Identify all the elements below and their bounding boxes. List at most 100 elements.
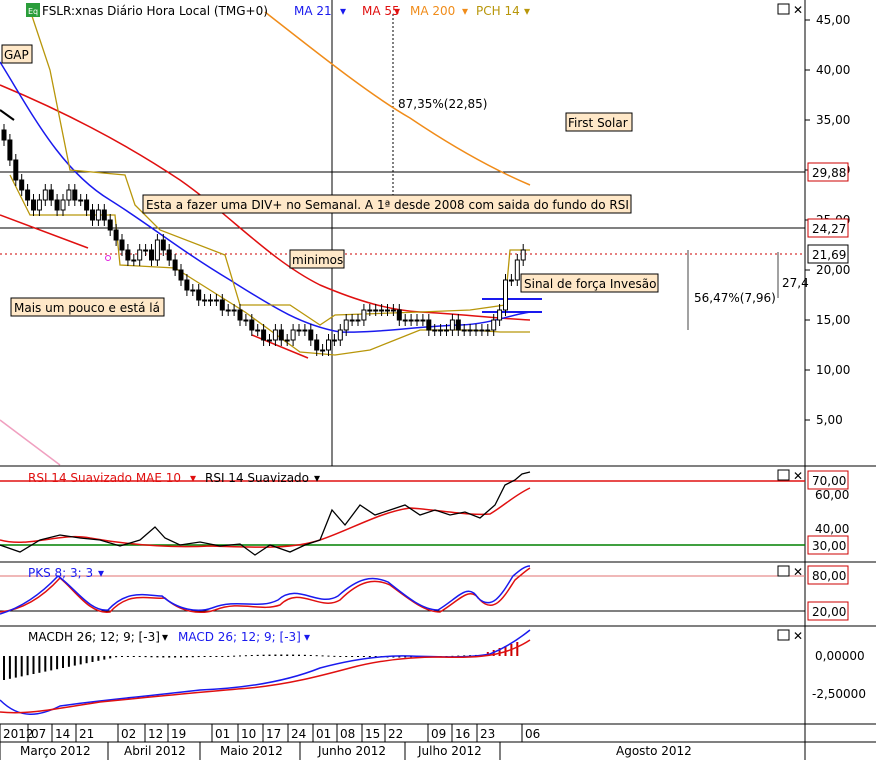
macd-bar: [339, 656, 342, 657]
candle: [190, 289, 196, 292]
macd-bar: [150, 656, 153, 658]
pch-dropdown-icon[interactable]: ▾: [524, 4, 530, 18]
x-month-label: Março 2012: [20, 744, 91, 758]
macd-bar: [321, 655, 324, 657]
macd-maximize-button[interactable]: [777, 629, 790, 641]
price-tag-box-2: [807, 218, 849, 238]
candle: [432, 329, 438, 332]
macd-bar: [286, 654, 289, 656]
macd-bar: [209, 656, 212, 657]
y-tick-label: 15,00: [816, 313, 850, 327]
eq-icon-label: Eq: [28, 7, 38, 16]
ma21-dropdown-icon[interactable]: ▾: [340, 4, 346, 18]
candle: [402, 319, 408, 322]
price-tag-box-3: [807, 244, 849, 264]
candle: [184, 279, 190, 291]
candle: [331, 339, 337, 342]
x-tick-label: 22: [388, 727, 403, 741]
macdh-dropdown-icon[interactable]: ▾: [162, 630, 168, 644]
macd-bar: [256, 654, 259, 656]
macd-title[interactable]: MACD 26; 12; 9; [-3]: [178, 630, 301, 644]
rsi-close-icon[interactable]: ✕: [793, 469, 803, 483]
macd-bar: [32, 656, 35, 674]
pks-maximize-button[interactable]: [777, 565, 790, 577]
maximize-button[interactable]: [777, 3, 790, 15]
macd-bar: [126, 656, 129, 657]
candle: [166, 249, 172, 261]
ma-pink-line: [0, 419, 61, 466]
candle: [278, 329, 284, 341]
candle: [503, 279, 508, 311]
candle: [208, 299, 213, 302]
macd-signal-line: [0, 639, 531, 714]
candle: [420, 319, 426, 322]
pks-close-icon[interactable]: ✕: [793, 565, 803, 579]
macd-bar: [174, 656, 177, 658]
ma55-legend[interactable]: MA 55: [362, 4, 400, 18]
macd-bar: [180, 656, 182, 658]
x-tick-label: 08: [340, 727, 355, 741]
candle: [7, 139, 13, 161]
rsi-mae-title[interactable]: RSI 14 Suavizado MAE 10: [28, 471, 181, 485]
candle: [54, 199, 60, 211]
ma200-legend[interactable]: MA 200: [410, 4, 455, 18]
candle: [160, 239, 166, 251]
macdh-title[interactable]: MACDH 26; 12; 9; [-3]: [28, 630, 160, 644]
candle: [31, 199, 36, 211]
macd-bar: [268, 654, 271, 656]
y-tick-label: 20,00: [816, 263, 850, 277]
ma200-dropdown-icon[interactable]: ▾: [462, 4, 468, 18]
rsi-maximize-button[interactable]: [777, 469, 790, 481]
rsi-tick-60: 60,00: [815, 488, 849, 502]
candle: [90, 209, 95, 221]
candle: [461, 329, 467, 332]
candle: [337, 329, 343, 341]
macd-line: [0, 629, 531, 715]
price-tag-box-1: [807, 162, 849, 182]
rsi-tag-lo-box: [807, 535, 849, 555]
rsi-tag-hi-box: [807, 470, 849, 490]
macd-bar: [303, 654, 306, 656]
macd-close-icon[interactable]: ✕: [793, 629, 803, 643]
candle: [19, 179, 25, 191]
macd-bar: [44, 656, 47, 672]
pct-drop-label: 87,35%(22,85): [398, 97, 487, 111]
sinal-box: [520, 273, 659, 293]
ma21-legend[interactable]: MA 21: [294, 4, 332, 18]
x-tick-label: 21: [79, 727, 94, 741]
ma55-dropdown-icon[interactable]: ▾: [394, 4, 400, 18]
macd-bar: [26, 656, 29, 676]
div-note-label: Esta a fazer uma DIV+ no Semanal. A 1ª d…: [146, 198, 629, 212]
macd-bar: [8, 656, 11, 679]
candle: [243, 319, 249, 322]
x-tick-label: 14: [55, 727, 70, 741]
rsi-title[interactable]: RSI 14 Suavizado: [205, 471, 309, 485]
rsi-mae-dropdown-icon[interactable]: ▾: [190, 471, 196, 485]
candle: [154, 239, 160, 261]
mais-um-box: [10, 297, 165, 317]
price-tag-2: 24,27: [812, 222, 846, 236]
eq-icon: [26, 3, 40, 17]
rsi-dropdown-icon[interactable]: ▾: [314, 471, 320, 485]
rsi-tick-40: 40,00: [815, 522, 849, 536]
candle: [343, 319, 349, 331]
macd-bar: [156, 656, 159, 658]
candle: [125, 249, 131, 261]
close-icon[interactable]: ✕: [793, 3, 803, 17]
macd-bar: [516, 642, 519, 656]
candle: [361, 309, 367, 321]
candle: [202, 299, 208, 302]
macd-bar: [191, 656, 194, 658]
macd-bar: [144, 656, 147, 658]
candle: [13, 159, 19, 181]
macd-dropdown-icon[interactable]: ▾: [304, 630, 310, 644]
minimos-box: [289, 249, 345, 269]
macd-bar: [298, 654, 300, 656]
pks-title[interactable]: PKS 8; 3; 3: [28, 566, 93, 580]
candle: [137, 249, 143, 261]
macd-bar: [162, 656, 165, 658]
pks-dropdown-icon[interactable]: ▾: [98, 566, 104, 580]
macd-bar: [280, 654, 283, 656]
price-tag-3: 21,69: [812, 248, 846, 262]
pch-legend[interactable]: PCH 14: [476, 4, 520, 18]
